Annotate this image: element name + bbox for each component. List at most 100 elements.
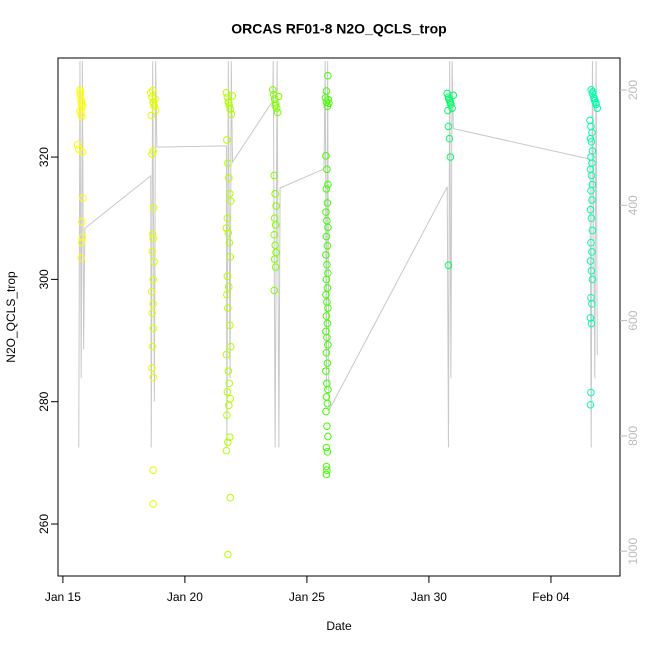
data-point — [587, 267, 596, 275]
data-point — [225, 282, 233, 291]
data-point — [323, 165, 331, 174]
data-point — [586, 205, 595, 214]
data-point — [223, 388, 232, 396]
data-point — [587, 238, 595, 247]
data-point — [148, 309, 156, 317]
data-point — [271, 101, 279, 110]
data-point — [149, 324, 157, 333]
data-point — [324, 432, 332, 441]
data-point — [78, 233, 87, 241]
x-tick-label: Jan 20 — [167, 590, 203, 604]
data-point — [322, 462, 331, 471]
data-point — [588, 275, 597, 284]
data-point — [324, 304, 332, 312]
data-point — [588, 226, 597, 235]
data-point — [587, 214, 596, 223]
data-point — [324, 71, 332, 80]
y-tick-label: 260 — [37, 514, 51, 534]
data-point — [270, 286, 279, 295]
data-point — [587, 137, 596, 146]
data-point — [270, 214, 279, 223]
data-point — [445, 95, 453, 103]
data-point — [323, 241, 332, 250]
data-point — [449, 91, 458, 100]
data-point — [322, 185, 331, 193]
data-point — [322, 367, 330, 375]
data-point — [271, 241, 279, 249]
data-point — [593, 104, 602, 112]
data-point — [222, 446, 231, 455]
data-point — [226, 342, 235, 351]
data-point — [592, 98, 600, 107]
data-point — [223, 214, 232, 223]
data-point — [148, 230, 157, 238]
y-axis-label: N2O_QCLS_trop — [4, 271, 18, 363]
data-point — [444, 261, 453, 270]
data-point — [322, 208, 330, 216]
data-point — [223, 290, 231, 299]
data-point — [149, 234, 157, 243]
data-point — [148, 86, 157, 95]
x-tick-label: Jan 15 — [45, 590, 81, 604]
data-point — [77, 97, 86, 106]
data-point — [225, 174, 233, 182]
data-point — [149, 204, 158, 212]
x-tick-label: Jan 25 — [289, 590, 325, 604]
data-point — [322, 275, 331, 284]
data-point — [150, 257, 158, 266]
y2-tick-label: 400 — [626, 195, 640, 215]
data-point — [151, 106, 160, 115]
data-point — [324, 341, 332, 349]
data-point — [589, 87, 597, 96]
data-point — [225, 401, 233, 410]
data-point — [149, 373, 157, 382]
x-tick-label: Feb 04 — [532, 590, 570, 604]
data-point — [586, 257, 595, 265]
data-point — [323, 284, 332, 292]
data-point — [587, 319, 596, 328]
data-point — [273, 108, 282, 117]
data-point — [226, 252, 235, 261]
y2-tick-label: 800 — [626, 426, 640, 446]
data-point — [586, 400, 595, 409]
data-point — [225, 321, 234, 330]
data-point — [323, 399, 332, 408]
y2-tick-label: 200 — [626, 80, 640, 100]
data-point — [270, 230, 279, 239]
data-point — [586, 314, 595, 322]
data-point — [587, 171, 596, 180]
data-point — [324, 180, 332, 189]
data-point — [325, 99, 333, 108]
data-point — [226, 394, 235, 403]
data-point — [222, 89, 231, 97]
data-point — [444, 106, 452, 115]
data-point — [149, 500, 157, 508]
data-point — [148, 150, 156, 158]
y2-tick-label: 600 — [626, 310, 640, 330]
data-point — [587, 388, 595, 397]
data-point — [270, 171, 279, 180]
data-point — [446, 153, 455, 161]
data-point — [588, 300, 596, 308]
y-tick-label: 320 — [37, 147, 51, 167]
data-point — [73, 141, 82, 149]
data-point — [78, 218, 86, 226]
data-point — [148, 247, 156, 256]
data-point — [225, 379, 234, 388]
data-point — [225, 433, 234, 441]
data-point — [444, 122, 453, 131]
data-point — [272, 202, 280, 210]
data-point — [324, 223, 332, 232]
data-point — [324, 385, 332, 394]
data-point — [323, 319, 332, 328]
data-point — [228, 92, 237, 100]
data-point — [224, 438, 232, 446]
data-point — [226, 493, 235, 502]
data-point — [78, 112, 86, 121]
data-point — [322, 251, 330, 259]
data-point — [78, 148, 87, 156]
data-point — [226, 197, 235, 205]
data-point — [77, 254, 85, 262]
data-point — [224, 550, 232, 559]
data-point — [224, 159, 232, 167]
